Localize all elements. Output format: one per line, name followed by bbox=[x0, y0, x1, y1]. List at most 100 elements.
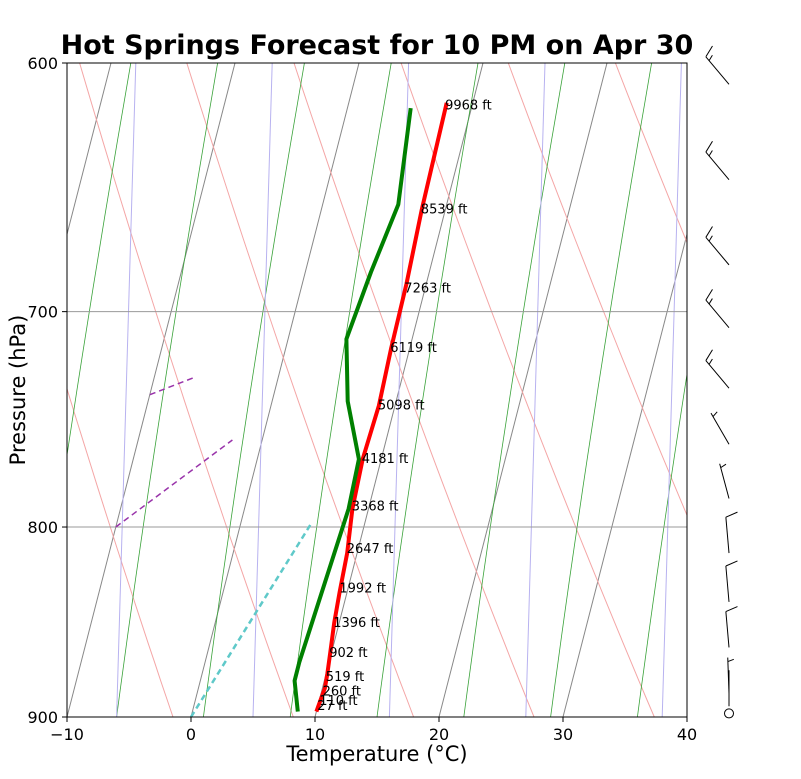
wind-barb bbox=[705, 141, 730, 180]
y-tick-label: 800 bbox=[27, 518, 58, 537]
moist-adiabat bbox=[637, 371, 687, 717]
y-tick-label: 600 bbox=[27, 54, 58, 73]
barb-half-flag bbox=[727, 658, 734, 663]
barb-flag bbox=[705, 289, 713, 301]
moist-adiabat bbox=[116, 63, 218, 717]
dry-adiabat bbox=[507, 63, 687, 517]
y-tick-label: 700 bbox=[27, 303, 58, 322]
height-label: 2647 ft bbox=[347, 542, 394, 557]
chart-title: Hot Springs Forecast for 10 PM on Apr 30 bbox=[61, 30, 694, 61]
barb-flag bbox=[725, 560, 738, 567]
barb-half-flag bbox=[712, 411, 718, 417]
isotherm-line bbox=[438, 63, 608, 717]
mixing-ratio-line bbox=[388, 63, 410, 717]
dry-adiabat bbox=[614, 63, 687, 244]
moist-adiabat bbox=[203, 63, 305, 717]
barb-shaft bbox=[725, 565, 730, 602]
mixing-ratio-line bbox=[116, 63, 137, 717]
barb-shaft bbox=[705, 56, 730, 85]
height-label: 902 ft bbox=[329, 646, 367, 661]
barb-shaft bbox=[705, 151, 730, 180]
barb-shaft bbox=[719, 463, 730, 499]
dry-adiabat bbox=[79, 63, 294, 717]
dry-adiabat bbox=[723, 63, 801, 717]
barb-shaft bbox=[705, 360, 730, 389]
wind-barb bbox=[710, 411, 730, 445]
mixing-ratio-line bbox=[661, 63, 682, 717]
wind-barb bbox=[719, 463, 730, 499]
temperature-line bbox=[314, 102, 449, 713]
height-label: 9968 ft bbox=[445, 98, 492, 113]
height-label: 1396 ft bbox=[333, 616, 380, 631]
height-label: 260 ft bbox=[323, 685, 361, 700]
height-label: 4181 ft bbox=[362, 452, 409, 467]
barb-shaft bbox=[705, 299, 730, 329]
calm-circle bbox=[724, 708, 734, 719]
barb-shaft bbox=[710, 412, 730, 445]
height-label: 7263 ft bbox=[404, 281, 451, 296]
barb-half-flag bbox=[708, 358, 713, 365]
parcel-purple-dashed-line bbox=[115, 439, 233, 528]
x-tick-label: 40 bbox=[677, 725, 697, 744]
wind-barb bbox=[724, 708, 734, 719]
wind-barbs bbox=[705, 45, 738, 719]
height-label: 27 ft bbox=[317, 699, 347, 714]
x-tick-label: 0 bbox=[186, 725, 196, 744]
height-label: 519 ft bbox=[326, 670, 364, 685]
profile-lines bbox=[115, 102, 449, 717]
mixing-ratio-line bbox=[525, 63, 546, 717]
moist-adiabat bbox=[289, 63, 392, 717]
x-tick-label: −10 bbox=[50, 725, 84, 744]
barb-flag bbox=[705, 141, 713, 153]
isotherm-line bbox=[67, 63, 112, 237]
y-tick-label: 900 bbox=[27, 708, 58, 727]
moist-adiabat bbox=[376, 63, 479, 717]
wind-barb bbox=[705, 45, 730, 85]
dry-adiabat bbox=[400, 63, 655, 717]
height-label: 5098 ft bbox=[378, 399, 425, 414]
barb-half-flag bbox=[708, 298, 713, 305]
dry-adiabat bbox=[186, 63, 415, 717]
plot-frame bbox=[66, 62, 688, 718]
height-label: 110 ft bbox=[319, 694, 357, 709]
mixing-ratio-line bbox=[252, 63, 273, 717]
height-label: 1992 ft bbox=[339, 581, 386, 596]
wind-barb bbox=[725, 560, 738, 602]
isotherm-line bbox=[562, 232, 687, 717]
background-grid bbox=[67, 63, 801, 717]
barb-flag bbox=[705, 45, 713, 58]
isotherm-line bbox=[686, 714, 687, 717]
wind-barb bbox=[705, 349, 730, 389]
barb-half-flag bbox=[720, 463, 727, 469]
dewpoint-line bbox=[292, 107, 413, 712]
barb-flag bbox=[725, 511, 738, 518]
y-axis-label: Pressure (hPa) bbox=[6, 315, 30, 466]
x-tick-label: 20 bbox=[429, 725, 449, 744]
moist-adiabat bbox=[463, 63, 566, 717]
height-label: 3368 ft bbox=[352, 500, 399, 515]
parcel-purple-dashed-2-line bbox=[149, 376, 196, 396]
height-label: 8539 ft bbox=[421, 202, 468, 217]
barb-half-flag bbox=[708, 150, 713, 157]
height-label: 6119 ft bbox=[390, 341, 437, 356]
dry-adiabat bbox=[67, 387, 174, 717]
isotherm-line bbox=[67, 63, 236, 717]
moist-adiabat bbox=[550, 63, 652, 717]
wind-barb bbox=[705, 226, 730, 266]
wind-barb bbox=[725, 511, 738, 554]
wind-barb bbox=[705, 289, 730, 329]
barb-shaft bbox=[705, 236, 730, 266]
x-tick-label: 10 bbox=[305, 725, 325, 744]
barb-half-flag bbox=[708, 235, 713, 242]
barb-half-flag bbox=[708, 54, 713, 61]
parcel-cyan-dashed-line bbox=[189, 522, 313, 717]
barb-shaft bbox=[725, 611, 730, 648]
barb-flag bbox=[725, 606, 738, 613]
x-axis-label: Temperature (°C) bbox=[285, 742, 467, 766]
moist-adiabat bbox=[67, 63, 132, 458]
wind-barb bbox=[725, 606, 738, 648]
barb-flag bbox=[705, 349, 713, 361]
x-tick-label: 30 bbox=[553, 725, 573, 744]
